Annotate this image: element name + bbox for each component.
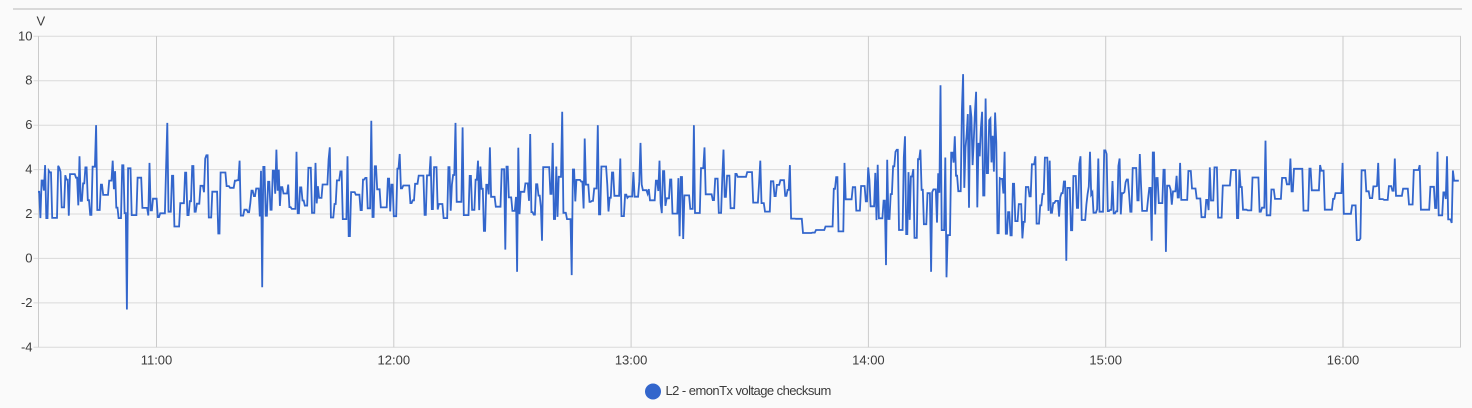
svg-text:14:00: 14:00 [852,353,885,368]
svg-text:2: 2 [25,206,32,221]
svg-text:-2: -2 [21,295,33,310]
svg-text:11:00: 11:00 [141,353,173,368]
svg-text:8: 8 [25,73,32,88]
svg-text:V: V [36,14,45,29]
svg-text:10: 10 [18,28,32,43]
svg-text:13:00: 13:00 [615,353,648,368]
svg-text:12:00: 12:00 [378,353,411,368]
svg-text:L2 - emonTx voltage checksum: L2 - emonTx voltage checksum [666,383,831,398]
svg-text:-4: -4 [21,339,33,354]
svg-text:16:00: 16:00 [1327,353,1360,368]
svg-text:6: 6 [25,117,32,132]
svg-text:15:00: 15:00 [1089,353,1122,368]
svg-text:4: 4 [25,162,32,177]
svg-text:0: 0 [25,250,32,265]
